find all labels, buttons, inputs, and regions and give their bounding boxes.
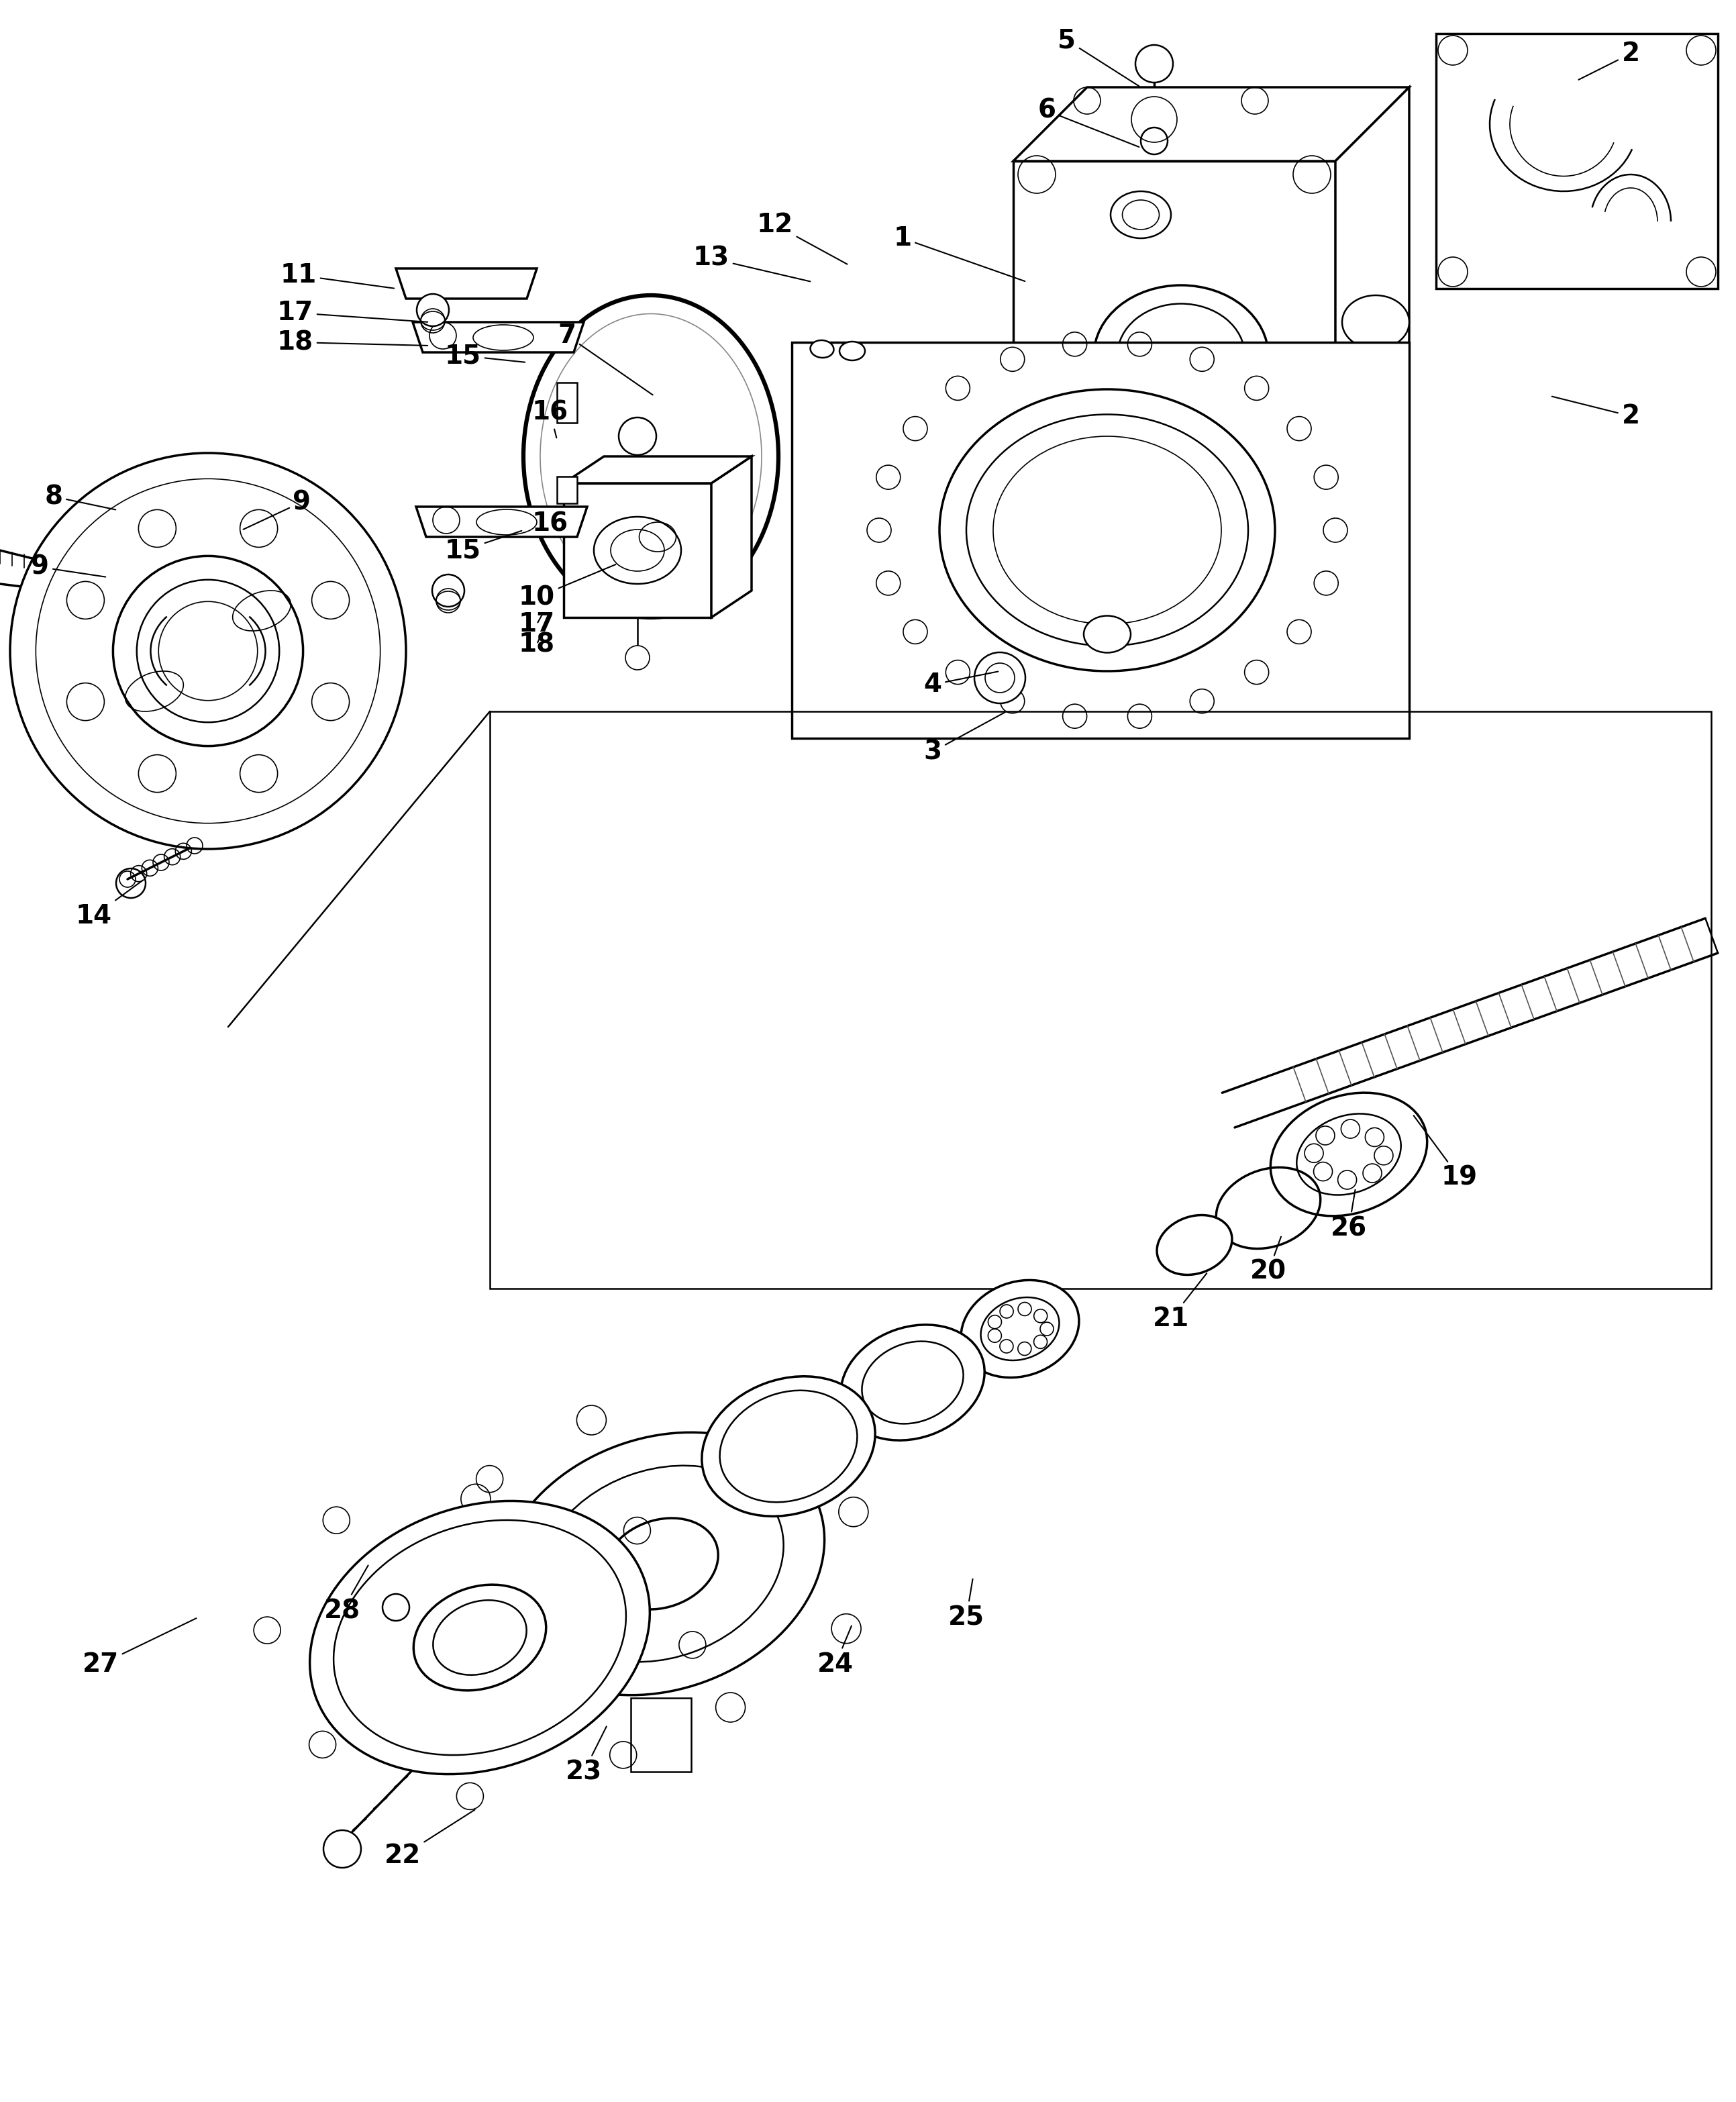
Ellipse shape [1111,191,1172,238]
Text: 27: 27 [82,1619,196,1677]
Polygon shape [1014,162,1335,551]
Text: 21: 21 [1153,1274,1207,1331]
Ellipse shape [524,294,778,618]
Ellipse shape [962,1280,1080,1377]
Text: 10: 10 [519,565,616,610]
Text: 8: 8 [45,483,116,509]
Circle shape [417,294,450,326]
Text: 22: 22 [384,1810,476,1869]
Text: 18: 18 [519,631,556,658]
Polygon shape [413,322,583,353]
Text: 13: 13 [693,246,811,282]
Text: 17: 17 [519,612,556,637]
Ellipse shape [840,343,865,359]
Text: 23: 23 [566,1726,606,1785]
Polygon shape [417,507,587,536]
Circle shape [1141,128,1168,153]
Ellipse shape [1156,1215,1233,1274]
Polygon shape [712,456,752,618]
Circle shape [618,418,656,454]
Polygon shape [1014,88,1410,162]
Polygon shape [1335,88,1410,551]
Text: 16: 16 [533,507,568,536]
Ellipse shape [604,1518,719,1610]
Circle shape [323,1831,361,1869]
Ellipse shape [811,341,833,357]
Circle shape [974,652,1026,704]
Text: 5: 5 [1057,27,1139,86]
Text: 9: 9 [243,490,311,530]
Text: 12: 12 [757,212,847,265]
Ellipse shape [1083,616,1130,654]
Text: 17: 17 [278,301,427,326]
Ellipse shape [413,1585,547,1690]
Text: 1: 1 [894,225,1024,282]
Text: 3: 3 [924,713,1005,765]
Ellipse shape [1271,1093,1427,1215]
Circle shape [382,1593,410,1621]
Circle shape [1135,44,1174,82]
Polygon shape [557,477,576,502]
Ellipse shape [594,517,681,584]
Polygon shape [792,343,1410,738]
Text: 16: 16 [533,399,568,437]
Text: 15: 15 [444,343,524,368]
Text: 6: 6 [1038,99,1139,147]
Text: 4: 4 [924,671,998,698]
Text: 2: 2 [1578,40,1641,80]
Circle shape [625,645,649,671]
Text: 2: 2 [1552,397,1641,429]
Circle shape [10,454,406,849]
Ellipse shape [498,1431,825,1694]
Ellipse shape [1094,286,1269,427]
Text: 24: 24 [818,1625,854,1677]
Text: 15: 15 [444,532,521,563]
Ellipse shape [309,1501,649,1774]
Text: 18: 18 [278,330,427,355]
Polygon shape [557,383,576,423]
Text: 7: 7 [557,324,653,395]
Text: 9: 9 [31,555,106,580]
Text: 19: 19 [1413,1116,1477,1190]
Ellipse shape [1342,294,1410,349]
Circle shape [432,574,464,607]
Polygon shape [564,456,752,483]
Circle shape [113,555,304,746]
Polygon shape [396,269,536,298]
Ellipse shape [939,389,1274,671]
Text: 14: 14 [76,881,142,929]
Ellipse shape [840,1324,984,1440]
Text: 20: 20 [1250,1236,1286,1284]
Text: 11: 11 [281,263,394,288]
Polygon shape [1436,34,1719,288]
Polygon shape [564,483,712,618]
Polygon shape [630,1698,691,1772]
Ellipse shape [701,1377,875,1516]
Text: 28: 28 [325,1566,368,1623]
Text: 26: 26 [1332,1190,1366,1240]
Text: 25: 25 [948,1579,984,1631]
